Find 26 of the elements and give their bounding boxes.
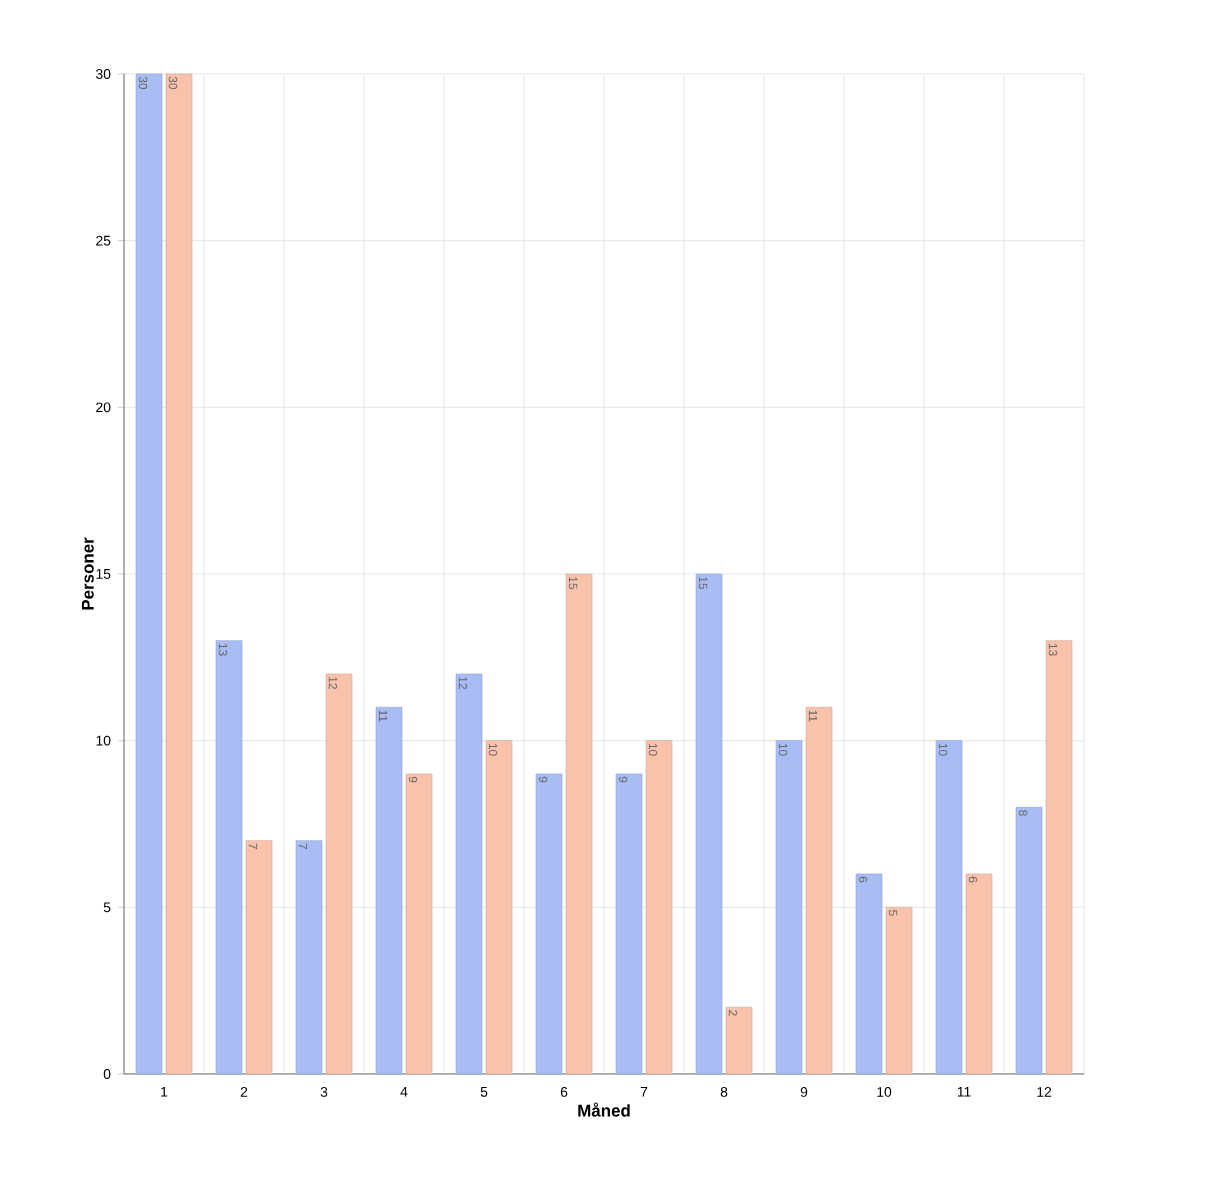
bar xyxy=(615,773,643,1075)
bar xyxy=(1045,640,1073,1075)
bar xyxy=(325,673,353,1075)
bar xyxy=(775,740,803,1075)
bar xyxy=(405,773,433,1075)
x-axis-title: Måned xyxy=(578,1102,630,1117)
bar xyxy=(565,573,593,1075)
bar xyxy=(165,73,193,1075)
bar xyxy=(965,873,993,1075)
bar xyxy=(245,840,273,1075)
bar xyxy=(805,707,833,1075)
bar xyxy=(485,740,513,1075)
bar xyxy=(135,73,163,1075)
bar xyxy=(935,740,963,1075)
bar xyxy=(885,907,913,1075)
bar xyxy=(535,773,563,1075)
bar xyxy=(455,673,483,1075)
bar xyxy=(215,640,243,1075)
bar xyxy=(645,740,673,1075)
bar xyxy=(855,873,883,1075)
bar xyxy=(295,840,323,1075)
bar xyxy=(375,707,403,1075)
y-axis-title: Personer xyxy=(81,537,94,610)
bar xyxy=(725,1007,753,1075)
bar xyxy=(1015,807,1043,1075)
bar xyxy=(695,573,723,1075)
